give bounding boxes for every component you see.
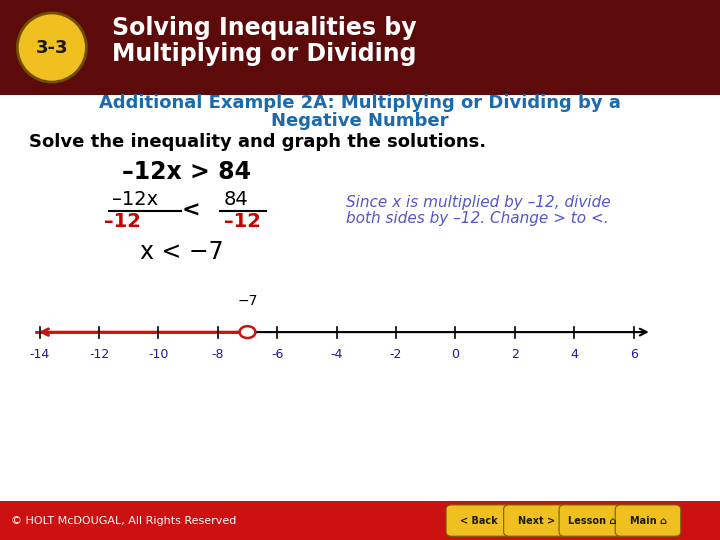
FancyBboxPatch shape [446, 505, 511, 536]
FancyBboxPatch shape [0, 0, 720, 94]
Text: Since x is multiplied by –12, divide: Since x is multiplied by –12, divide [346, 195, 611, 210]
Text: -8: -8 [212, 348, 224, 361]
Text: Next >: Next > [518, 516, 555, 525]
Text: Multiplying or Dividing: Multiplying or Dividing [112, 42, 416, 66]
Text: –12x: –12x [112, 190, 158, 210]
Text: -10: -10 [148, 348, 168, 361]
Text: Solving Inequalities by: Solving Inequalities by [112, 16, 416, 40]
Text: 0: 0 [451, 348, 459, 361]
Text: 3-3: 3-3 [35, 38, 68, 57]
Text: -4: -4 [330, 348, 343, 361]
Text: –12x > 84: –12x > 84 [122, 160, 251, 184]
Text: -12: -12 [89, 348, 109, 361]
Text: Solve the inequality and graph the solutions.: Solve the inequality and graph the solut… [29, 133, 486, 151]
Text: Main ⌂: Main ⌂ [629, 516, 667, 525]
Text: Negative Number: Negative Number [271, 112, 449, 130]
FancyBboxPatch shape [504, 505, 569, 536]
Text: both sides by –12. Change > to <.: both sides by –12. Change > to <. [346, 211, 608, 226]
Ellipse shape [17, 13, 86, 82]
Text: < Back: < Back [460, 516, 498, 525]
Text: 2: 2 [511, 348, 518, 361]
Text: x < −7: x < −7 [140, 240, 224, 264]
Circle shape [240, 326, 256, 338]
Text: –12: –12 [224, 212, 261, 231]
Text: -2: -2 [390, 348, 402, 361]
Text: 4: 4 [570, 348, 578, 361]
Text: –12: –12 [104, 212, 141, 231]
FancyBboxPatch shape [615, 505, 681, 536]
Text: <: < [181, 200, 200, 221]
Text: 84: 84 [223, 190, 248, 210]
Text: −7: −7 [238, 294, 258, 308]
Text: Additional Example 2A: Multiplying or Dividing by a: Additional Example 2A: Multiplying or Di… [99, 93, 621, 112]
Text: -14: -14 [30, 348, 50, 361]
FancyBboxPatch shape [0, 501, 720, 540]
Text: © HOLT McDOUGAL, All Rights Reserved: © HOLT McDOUGAL, All Rights Reserved [11, 516, 236, 525]
Text: 6: 6 [630, 348, 637, 361]
Text: -6: -6 [271, 348, 284, 361]
FancyBboxPatch shape [559, 505, 624, 536]
Text: Lesson ⌂: Lesson ⌂ [567, 516, 616, 525]
